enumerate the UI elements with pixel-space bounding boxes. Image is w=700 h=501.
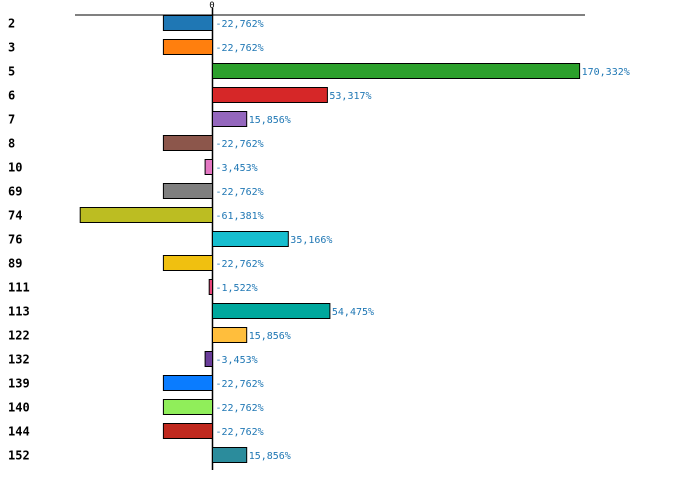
category-label-140: 140 [8,401,30,415]
bar-74 [79,207,213,223]
category-label-89: 89 [8,257,22,271]
category-label-113: 113 [8,305,30,319]
value-label-152: 15,856% [249,451,291,462]
value-label-111: -1,522% [216,283,258,294]
category-label-10: 10 [8,161,22,175]
bar-113 [212,303,331,319]
bar-144 [162,423,213,439]
bar-69 [162,183,213,199]
value-label-132: -3,453% [216,355,258,366]
value-label-89: -22,762% [216,259,264,270]
bar-89 [162,255,213,271]
bar-76 [212,231,289,247]
bar-132 [204,351,214,367]
value-label-144: -22,762% [216,427,264,438]
value-label-2: -22,762% [216,19,264,30]
value-label-7: 15,856% [249,115,291,126]
category-label-6: 6 [8,89,15,103]
category-label-144: 144 [8,425,30,439]
category-label-69: 69 [8,185,22,199]
bar-10 [204,159,214,175]
category-label-152: 152 [8,449,30,463]
value-label-69: -22,762% [216,187,264,198]
category-label-122: 122 [8,329,30,343]
category-label-74: 74 [8,209,22,223]
bar-2 [162,15,213,31]
value-label-5: 170,332% [582,67,630,78]
bar-6 [212,87,328,103]
bar-3 [162,39,213,55]
bar-5 [212,63,581,79]
value-label-10: -3,453% [216,163,258,174]
category-label-76: 76 [8,233,22,247]
value-label-113: 54,475% [332,307,374,318]
bar-111 [208,279,213,295]
value-label-6: 53,317% [329,91,371,102]
category-label-139: 139 [8,377,30,391]
bar-140 [162,399,213,415]
bar-8 [162,135,213,151]
bar-7 [212,111,248,127]
bar-152 [212,447,248,463]
category-label-132: 132 [8,353,30,367]
category-label-5: 5 [8,65,15,79]
value-label-74: -61,381% [216,211,264,222]
value-label-76: 35,166% [290,235,332,246]
category-label-2: 2 [8,17,15,31]
category-label-111: 111 [8,281,30,295]
value-label-3: -22,762% [216,43,264,54]
bar-122 [212,327,248,343]
category-label-3: 3 [8,41,15,55]
bar-139 [162,375,213,391]
value-label-122: 15,856% [249,331,291,342]
value-label-139: -22,762% [216,379,264,390]
category-label-8: 8 [8,137,15,151]
value-label-140: -22,762% [216,403,264,414]
zero-tick-label: 0 [209,1,214,11]
value-label-8: -22,762% [216,139,264,150]
bars-group: 2 -22,762% 3 -22,762% 5 170,332% 6 53,317% 7 15,8… [8,15,630,463]
category-label-7: 7 [8,113,15,127]
